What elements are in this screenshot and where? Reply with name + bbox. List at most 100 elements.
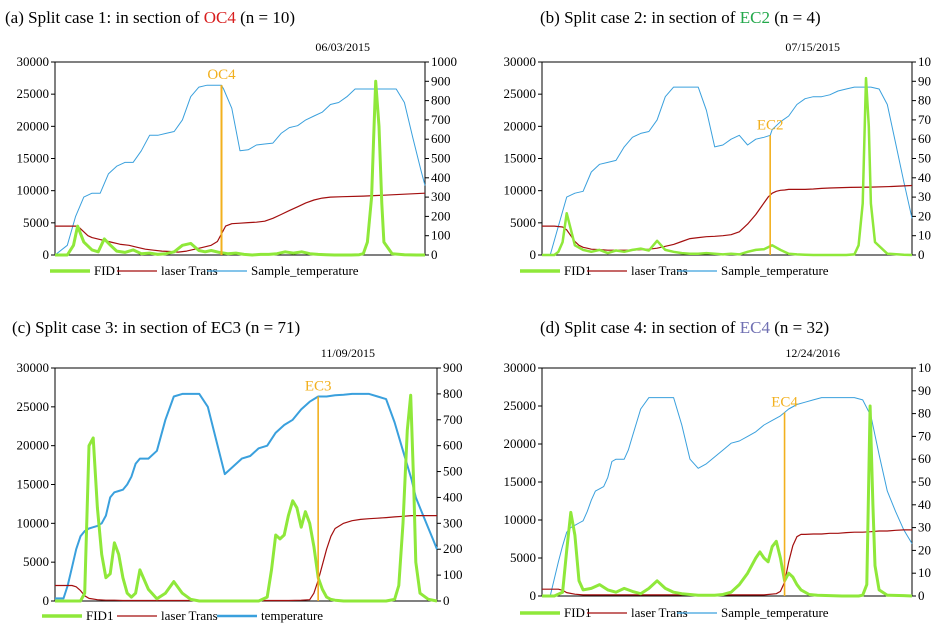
right-tick-label: 100 xyxy=(431,228,451,243)
left-tick-label: 20000 xyxy=(17,438,50,453)
series-line-fid1 xyxy=(542,76,913,257)
left-tick-label: 15000 xyxy=(504,474,537,489)
right-tick-label: 100 xyxy=(443,567,463,582)
right-tick-label: 600 xyxy=(443,438,463,453)
marker-label: OC4 xyxy=(207,67,236,83)
series-line-fid1 xyxy=(542,404,913,598)
right-tick-label: 1000 xyxy=(431,54,457,69)
legend-label: FID1 xyxy=(86,608,113,623)
left-tick-label: 20000 xyxy=(17,118,50,133)
marker-label: EC4 xyxy=(771,394,798,410)
right-tick-label: 900 xyxy=(443,360,463,375)
date-label: 07/15/2015 xyxy=(785,40,840,54)
right-tick-label: 200 xyxy=(918,208,931,223)
plot-frame xyxy=(541,367,913,597)
right-tick-label: 600 xyxy=(918,131,931,146)
left-tick-label: 25000 xyxy=(17,399,50,414)
left-tick-label: 10000 xyxy=(504,512,537,527)
right-tick-label: 800 xyxy=(918,93,931,108)
right-tick-label: 700 xyxy=(443,412,463,427)
left-tick-label: 15000 xyxy=(17,151,50,166)
legend-label: FID1 xyxy=(564,605,591,620)
right-tick-label: 500 xyxy=(918,151,931,166)
left-tick-label: 30000 xyxy=(17,54,50,69)
series-line-laser-trans xyxy=(55,515,437,602)
left-tick-label: 25000 xyxy=(504,398,537,413)
chart-panel-c: (c) Split case 3: in section of EC3 (n =… xyxy=(0,318,466,636)
right-tick-label: 900 xyxy=(918,383,931,398)
title-suffix: (n = 32) xyxy=(769,318,830,337)
chart-panel-b: (b) Split case 2: in section of EC2 (n =… xyxy=(470,0,931,318)
left-tick-label: 5000 xyxy=(23,554,49,569)
legend-label: Sample_temperature xyxy=(721,605,829,620)
left-tick-label: 0 xyxy=(43,247,50,262)
date-label: 11/09/2015 xyxy=(321,346,375,360)
chart-title-a: (a) Split case 1: in section of OC4 (n =… xyxy=(5,8,295,28)
title-highlight: OC4 xyxy=(203,8,236,27)
left-tick-label: 5000 xyxy=(23,215,49,230)
left-tick-label: 0 xyxy=(530,588,537,603)
left-tick-label: 20000 xyxy=(504,118,537,133)
right-tick-label: 200 xyxy=(431,208,451,223)
left-tick-label: 5000 xyxy=(510,215,536,230)
left-tick-label: 20000 xyxy=(504,436,537,451)
legend-label: FID1 xyxy=(94,263,121,278)
right-tick-label: 400 xyxy=(918,497,931,512)
right-tick-label: 800 xyxy=(431,93,451,108)
title-prefix: (c) Split case 3: in section of EC3 (n =… xyxy=(12,318,301,337)
left-tick-label: 0 xyxy=(530,247,537,262)
date-label: 12/24/2016 xyxy=(785,346,840,360)
title-prefix: (b) Split case 2: in section of xyxy=(540,8,740,27)
right-tick-label: 300 xyxy=(918,189,931,204)
title-highlight: EC4 xyxy=(739,318,770,337)
legend-label: temperature xyxy=(261,608,323,623)
right-tick-label: 700 xyxy=(918,112,931,127)
right-tick-label: 200 xyxy=(443,541,463,556)
right-tick-label: 700 xyxy=(431,112,451,127)
left-tick-label: 15000 xyxy=(504,151,537,166)
left-tick-label: 15000 xyxy=(17,477,50,492)
right-tick-label: 0 xyxy=(443,593,450,608)
right-tick-label: 600 xyxy=(431,131,451,146)
legend-label: Sample_temperature xyxy=(721,263,829,278)
right-tick-label: 400 xyxy=(443,489,463,504)
left-tick-label: 25000 xyxy=(504,86,537,101)
right-tick-label: 500 xyxy=(431,151,451,166)
right-tick-label: 500 xyxy=(918,474,931,489)
left-tick-label: 0 xyxy=(43,593,50,608)
right-tick-label: 1000 xyxy=(918,54,931,69)
chart-title-b: (b) Split case 2: in section of EC2 (n =… xyxy=(540,8,821,28)
left-tick-label: 10000 xyxy=(17,183,50,198)
title-suffix: (n = 10) xyxy=(235,8,296,27)
right-tick-label: 1000 xyxy=(918,360,931,375)
left-tick-label: 25000 xyxy=(17,86,50,101)
title-highlight: EC2 xyxy=(739,8,770,27)
marker-label: EC2 xyxy=(757,117,784,133)
series-line-sample-temperature xyxy=(542,86,913,256)
chart-panel-a: (a) Split case 1: in section of OC4 (n =… xyxy=(0,0,466,318)
legend-label: laser Trans xyxy=(631,605,688,620)
left-tick-label: 10000 xyxy=(504,183,537,198)
legend-label: laser Trans xyxy=(631,263,688,278)
right-tick-label: 300 xyxy=(431,189,451,204)
title-suffix: (n = 4) xyxy=(769,8,821,27)
series-line-sample-temperature xyxy=(542,397,913,597)
chart-svg-a: 0 5000 10000 15000 20000 25000 30000 0 100 200 300… xyxy=(17,40,458,278)
legend-label: laser Trans xyxy=(161,263,218,278)
chart-title-d: (d) Split case 4: in section of EC4 (n =… xyxy=(540,318,829,338)
right-tick-label: 0 xyxy=(431,247,438,262)
legend-label: Sample_temperature xyxy=(251,263,359,278)
left-tick-label: 30000 xyxy=(504,360,537,375)
plot-frame xyxy=(541,61,913,256)
right-tick-label: 900 xyxy=(918,73,931,88)
chart-panel-d: (d) Split case 4: in section of EC4 (n =… xyxy=(470,318,931,636)
right-tick-label: 800 xyxy=(918,406,931,421)
left-tick-label: 10000 xyxy=(17,515,50,530)
legend-label: laser Trans xyxy=(161,608,218,623)
series-line-sample-temperature xyxy=(54,84,426,256)
chart-svg-b: 0 5000 10000 15000 20000 25000 30000 0 100 200 300… xyxy=(504,40,931,278)
right-tick-label: 900 xyxy=(431,73,451,88)
right-tick-label: 0 xyxy=(918,247,925,262)
right-tick-label: 200 xyxy=(918,542,931,557)
date-label: 06/03/2015 xyxy=(315,40,370,54)
